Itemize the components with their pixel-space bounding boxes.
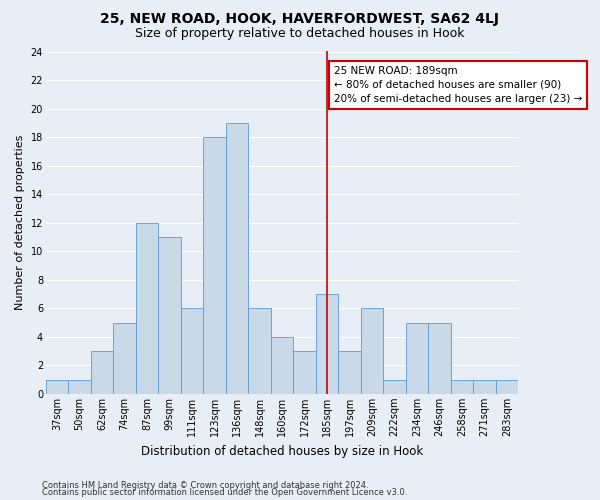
Bar: [406, 322, 428, 394]
Bar: [496, 380, 518, 394]
Bar: [248, 308, 271, 394]
Bar: [473, 380, 496, 394]
Text: 25, NEW ROAD, HOOK, HAVERFORDWEST, SA62 4LJ: 25, NEW ROAD, HOOK, HAVERFORDWEST, SA62 …: [101, 12, 499, 26]
Bar: [293, 351, 316, 394]
Text: Size of property relative to detached houses in Hook: Size of property relative to detached ho…: [135, 28, 465, 40]
Bar: [271, 337, 293, 394]
Bar: [338, 351, 361, 394]
Bar: [68, 380, 91, 394]
Bar: [316, 294, 338, 394]
Bar: [383, 380, 406, 394]
Bar: [361, 308, 383, 394]
Bar: [203, 137, 226, 394]
Bar: [113, 322, 136, 394]
X-axis label: Distribution of detached houses by size in Hook: Distribution of detached houses by size …: [141, 444, 423, 458]
Bar: [428, 322, 451, 394]
Bar: [181, 308, 203, 394]
Bar: [158, 237, 181, 394]
Bar: [451, 380, 473, 394]
Y-axis label: Number of detached properties: Number of detached properties: [15, 135, 25, 310]
Bar: [91, 351, 113, 394]
Text: Contains HM Land Registry data © Crown copyright and database right 2024.: Contains HM Land Registry data © Crown c…: [42, 480, 368, 490]
Bar: [136, 222, 158, 394]
Text: Contains public sector information licensed under the Open Government Licence v3: Contains public sector information licen…: [42, 488, 407, 497]
Text: 25 NEW ROAD: 189sqm
← 80% of detached houses are smaller (90)
20% of semi-detach: 25 NEW ROAD: 189sqm ← 80% of detached ho…: [334, 66, 582, 104]
Bar: [46, 380, 68, 394]
Bar: [226, 123, 248, 394]
